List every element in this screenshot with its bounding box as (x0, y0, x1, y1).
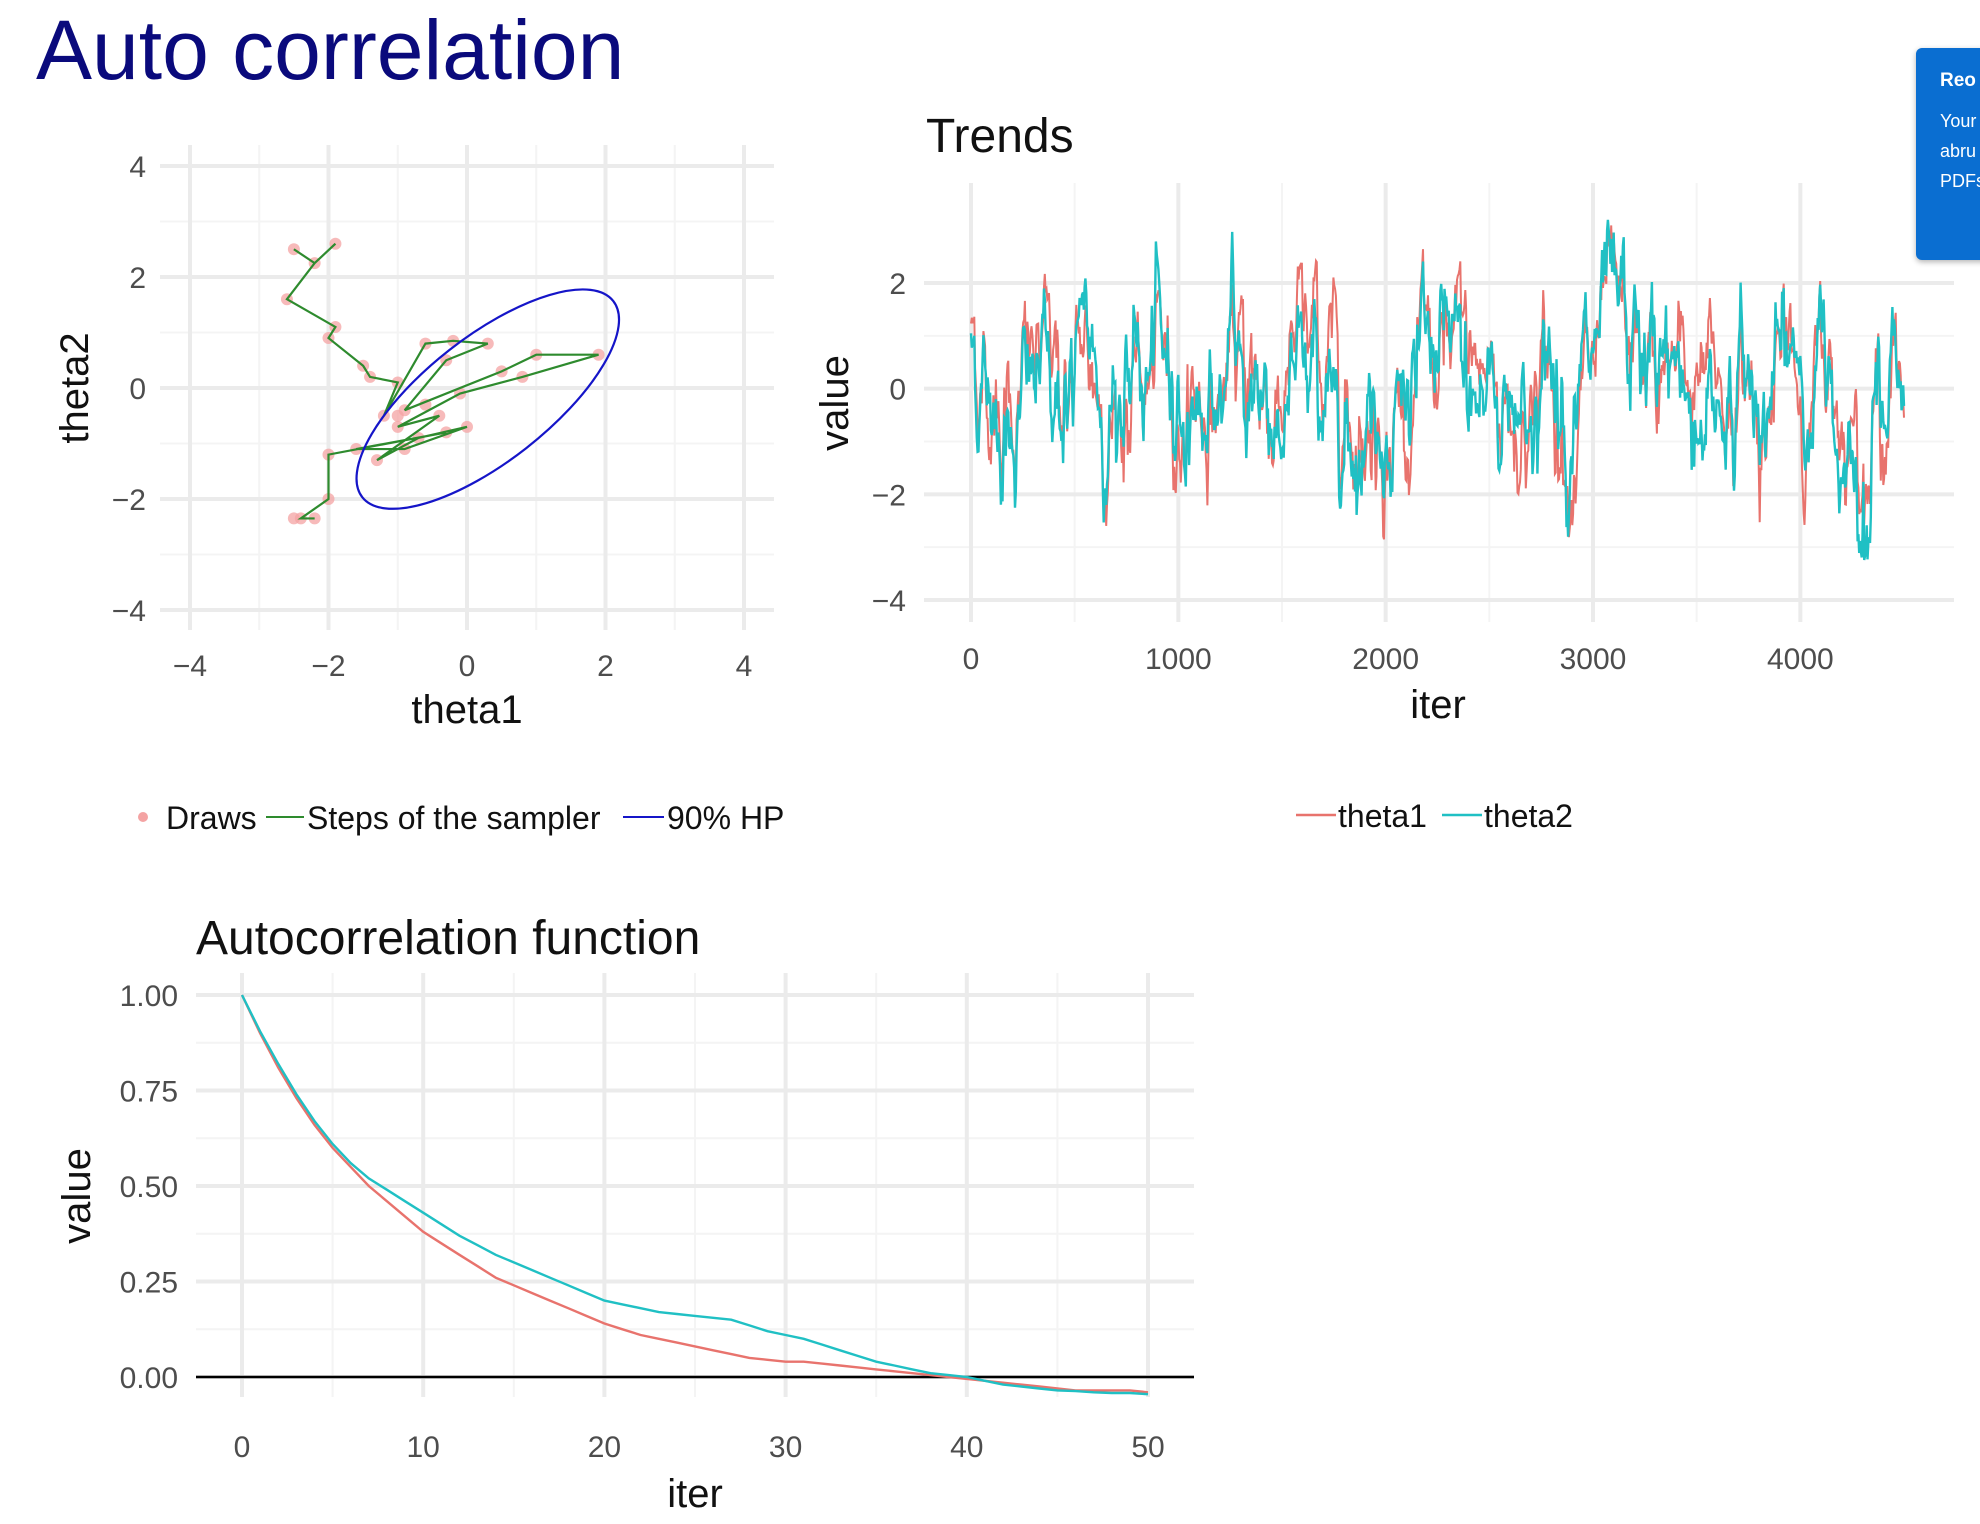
hpd-ellipse (355, 288, 621, 510)
acf-grid (196, 973, 1194, 1397)
notification-body: Your abru PDFs (1940, 106, 1980, 196)
acf-series-theta2-line (240, 994, 1149, 1396)
y-tick-label: −4 (112, 595, 146, 628)
trends-x-label: iter (1410, 683, 1466, 727)
legend-draws: Draws (166, 800, 257, 836)
x-tick-label: 0 (459, 650, 476, 683)
sampler-steps-line (285, 242, 599, 520)
scatter-y-label: theta2 (53, 332, 97, 443)
scatter-ticks: −4 −2 0 2 4 −4 −2 0 2 4 (112, 151, 753, 683)
acf-series-theta1-line (240, 994, 1149, 1394)
y-tick-label: 4 (129, 151, 146, 184)
y-tick-label: 2 (889, 268, 906, 301)
slide-title: Auto correlation (36, 3, 625, 97)
series-theta2-line (969, 219, 1906, 561)
notification-line: PDFs (1940, 171, 1980, 191)
x-tick-label: 0 (963, 643, 980, 676)
draw-point (287, 512, 300, 525)
y-tick-label: 1.00 (120, 980, 178, 1013)
acf-y-label: value (55, 1148, 99, 1244)
trends-marks (969, 219, 1906, 561)
scatter-marks (280, 237, 621, 525)
x-tick-label: 4 (736, 650, 753, 683)
trends-title: Trends (926, 110, 1074, 163)
y-tick-label: −2 (872, 479, 906, 512)
x-tick-label: 40 (950, 1431, 983, 1464)
x-tick-label: 20 (588, 1431, 621, 1464)
x-tick-label: 0 (234, 1431, 251, 1464)
y-tick-label: 0.00 (120, 1362, 178, 1395)
y-tick-label: −4 (872, 585, 906, 618)
y-tick-label: 0.50 (120, 1171, 178, 1204)
notification-line: abru (1940, 141, 1977, 161)
y-tick-label: 0 (889, 374, 906, 407)
legend-draws-swatch (138, 812, 148, 822)
y-tick-label: 2 (129, 262, 146, 295)
x-tick-label: −2 (311, 650, 345, 683)
x-tick-label: −4 (173, 650, 207, 683)
notification-card[interactable]: Reo Your abru PDFs (1916, 48, 1980, 260)
acf-x-label: iter (667, 1472, 723, 1516)
legend-steps: Steps of the sampler (307, 800, 601, 836)
acf-title: Autocorrelation function (196, 912, 700, 965)
trends-y-label: value (813, 355, 857, 451)
legend-theta1: theta1 (1338, 798, 1427, 834)
scatter-grid (160, 145, 774, 630)
trends-chart: 0 1000 2000 3000 4000 −4 −2 0 2 Trends iter valu… (813, 110, 1954, 834)
acf-ticks: 0 10 20 30 40 50 0.00 0.25 0.50 0.75 1.00 (120, 980, 1165, 1464)
trends-ticks: 0 1000 2000 3000 4000 −4 −2 0 2 (872, 268, 1834, 676)
x-tick-label: 2 (597, 650, 614, 683)
trends-legend: theta1 theta2 (1296, 798, 1573, 834)
x-tick-label: 4000 (1767, 643, 1834, 676)
acf-marks (196, 994, 1194, 1396)
series-theta1-line (970, 225, 1905, 540)
x-tick-label: 1000 (1145, 643, 1212, 676)
y-tick-label: 0.75 (120, 1076, 178, 1109)
legend-theta2: theta2 (1484, 798, 1573, 834)
x-tick-label: 10 (407, 1431, 440, 1464)
y-tick-label: −2 (112, 484, 146, 517)
legend-hpd: 90% HP (667, 800, 784, 836)
x-tick-label: 50 (1131, 1431, 1164, 1464)
x-tick-label: 2000 (1352, 643, 1419, 676)
acf-chart: 0 10 20 30 40 50 0.00 0.25 0.50 0.75 1.00 Autocorr… (55, 912, 1194, 1516)
scatter-legend: Draws Steps of the sampler 90% HP (138, 800, 784, 836)
x-tick-label: 30 (769, 1431, 802, 1464)
draw-point (391, 409, 404, 422)
scatter-x-label: theta1 (411, 688, 522, 732)
notification-title: Reo (1940, 70, 1976, 91)
scatter-chart: −4 −2 0 2 4 −4 −2 0 2 4 theta1 theta2 Draws Steps… (53, 145, 784, 836)
y-tick-label: 0.25 (120, 1267, 178, 1300)
y-tick-label: 0 (129, 373, 146, 406)
x-tick-label: 3000 (1560, 643, 1627, 676)
notification-line: Your (1940, 111, 1977, 131)
